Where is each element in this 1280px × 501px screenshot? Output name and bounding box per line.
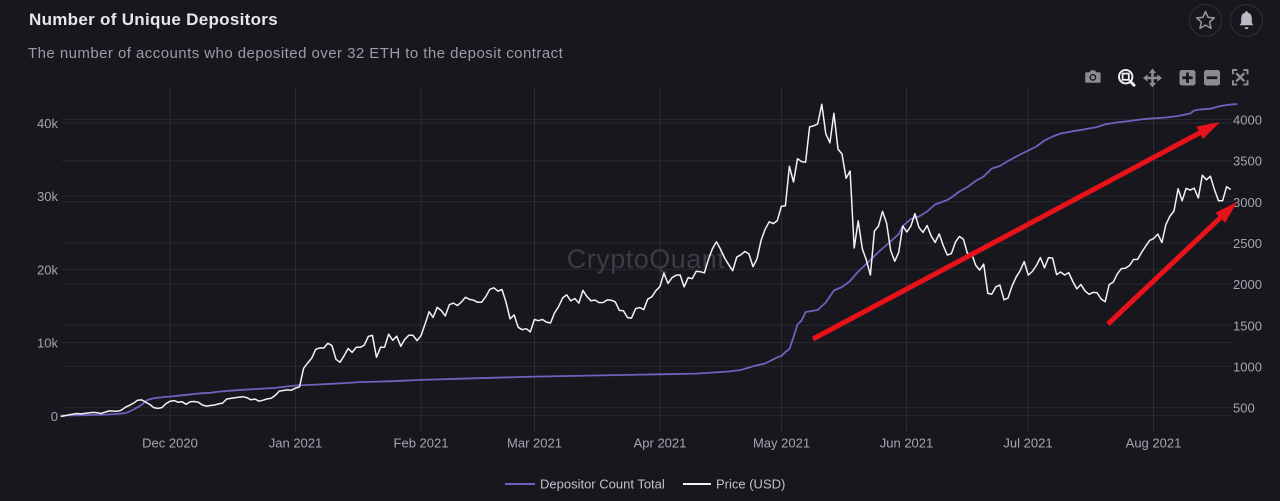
svg-text:Jul 2021: Jul 2021 [1003, 436, 1052, 451]
svg-text:3500: 3500 [1233, 154, 1262, 169]
svg-text:2500: 2500 [1233, 236, 1262, 251]
svg-text:500: 500 [1233, 401, 1255, 416]
svg-text:Apr 2021: Apr 2021 [634, 436, 687, 451]
svg-text:The number of accounts who dep: The number of accounts who deposited ove… [28, 45, 564, 62]
svg-text:Depositor Count Total: Depositor Count Total [540, 477, 665, 492]
svg-text:3000: 3000 [1233, 195, 1262, 210]
svg-text:Feb 2021: Feb 2021 [394, 436, 449, 451]
svg-text:Jan 2021: Jan 2021 [269, 436, 323, 451]
svg-text:Mar 2021: Mar 2021 [507, 436, 562, 451]
svg-text:10k: 10k [37, 336, 58, 351]
svg-text:4000: 4000 [1233, 113, 1262, 128]
svg-text:Number of Unique Depositors: Number of Unique Depositors [29, 10, 278, 29]
svg-text:1500: 1500 [1233, 318, 1262, 333]
svg-text:20k: 20k [37, 262, 58, 277]
svg-text:Jun 2021: Jun 2021 [880, 436, 934, 451]
svg-text:May 2021: May 2021 [753, 436, 810, 451]
svg-text:CryptoQuant: CryptoQuant [567, 244, 726, 274]
svg-text:Dec 2020: Dec 2020 [142, 436, 198, 451]
svg-text:40k: 40k [37, 116, 58, 131]
svg-text:1000: 1000 [1233, 359, 1262, 374]
svg-text:Aug 2021: Aug 2021 [1126, 436, 1182, 451]
svg-text:30k: 30k [37, 189, 58, 204]
svg-text:0: 0 [51, 409, 58, 424]
svg-text:Price (USD): Price (USD) [716, 477, 785, 492]
svg-text:2000: 2000 [1233, 277, 1262, 292]
